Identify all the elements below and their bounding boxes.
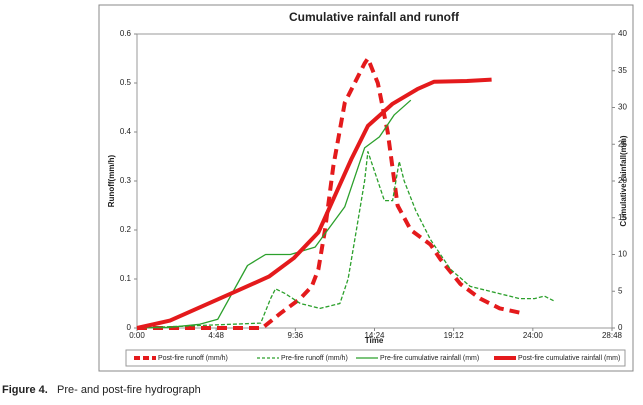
caption: Pre- and post-fire hydrograph (57, 384, 201, 396)
y-tick-label: 0.3 (120, 176, 132, 185)
y-tick-label: 0.5 (120, 78, 132, 87)
y2-tick-label: 10 (618, 250, 627, 259)
chart-frame (98, 4, 634, 372)
x-tick-label: 24:00 (523, 331, 544, 340)
x-axis-title: Time (365, 336, 384, 345)
y-tick-label: 0.1 (120, 274, 132, 283)
chart-title: Cumulative rainfall and runoff (289, 10, 460, 24)
x-tick-label: 14:24 (364, 331, 385, 340)
y2-tick-label: 5 (618, 286, 623, 295)
x-tick-label: 19:12 (444, 331, 465, 340)
x-tick-label: 9:36 (288, 331, 304, 340)
y-tick-label: 0 (127, 323, 132, 332)
y2-tick-label: 15 (618, 213, 627, 222)
legend (125, 349, 626, 367)
y2-tick-label: 30 (618, 103, 627, 112)
y-tick-label: 0.6 (120, 29, 132, 38)
legend-label: Pre-fire cumulative rainfall (mm) (380, 355, 479, 362)
y2-tick-label: 35 (618, 66, 627, 75)
series-line (136, 77, 492, 330)
series-line (137, 56, 524, 330)
x-tick-label: 4:48 (208, 331, 224, 340)
legend-label: Post-fire runoff (mm/h) (158, 355, 228, 362)
legend-label: Post-fire cumulative rainfall (mm) (518, 355, 620, 362)
y2-axis-title: Cumulative rainfall(mm) (619, 135, 628, 226)
y2-tick-label: 25 (618, 139, 627, 148)
y2-tick-label: 20 (618, 176, 627, 185)
y-tick-label: 0.2 (120, 225, 132, 234)
legend-label: Pre-fire runoff (mm/h) (281, 355, 348, 362)
x-tick-label: 0:00 (129, 331, 145, 340)
y2-tick-label: 0 (618, 323, 623, 332)
series-line (136, 99, 412, 329)
series-line (136, 150, 555, 329)
y-tick-label: 0.4 (120, 127, 132, 136)
y2-tick-label: 40 (618, 29, 627, 38)
x-tick-label: 28:48 (602, 331, 623, 340)
y-axis-title: Runoff(mm/h) (107, 154, 116, 207)
figure-label: Figure 4. (2, 384, 48, 396)
